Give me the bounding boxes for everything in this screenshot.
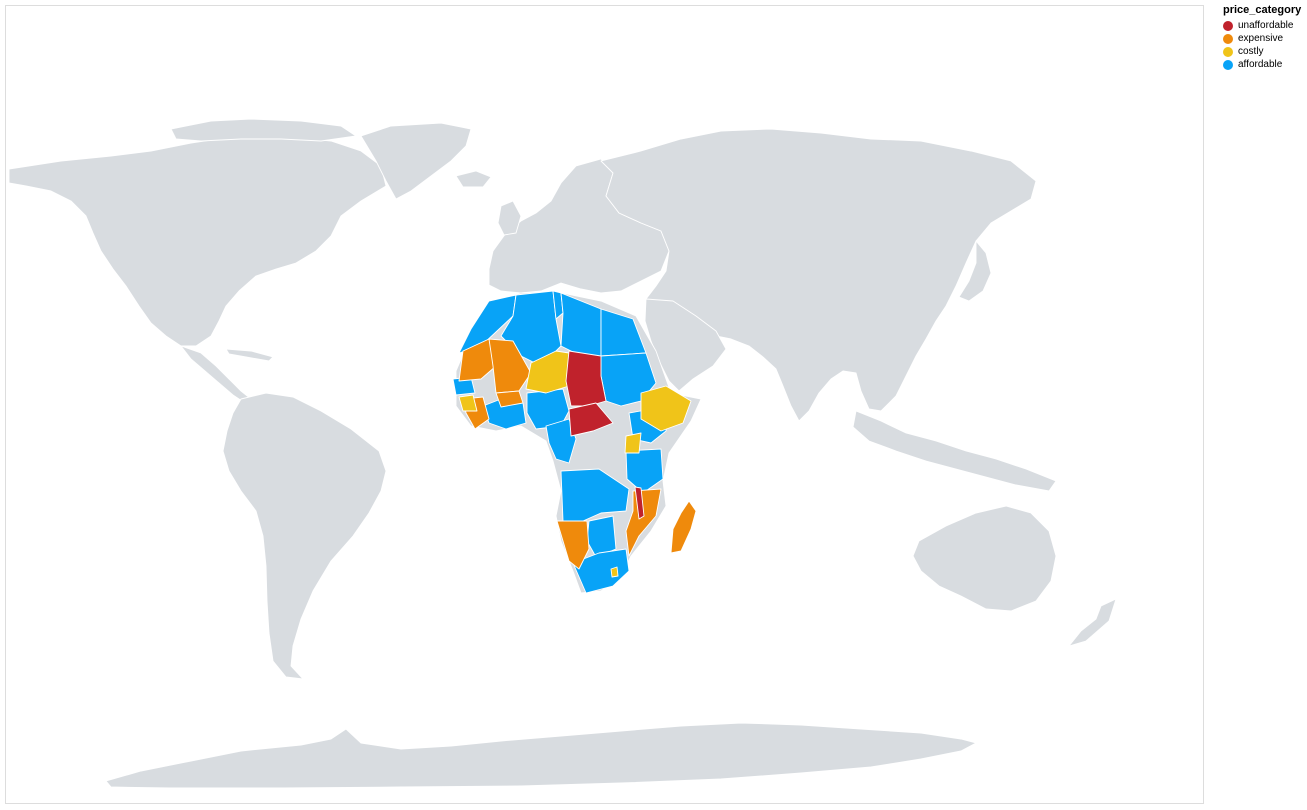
legend-swatch bbox=[1223, 46, 1233, 57]
country-madagascar[interactable] bbox=[670, 500, 697, 554]
country-chad[interactable] bbox=[565, 350, 607, 407]
legend-label: costly bbox=[1238, 46, 1264, 57]
caribbean bbox=[225, 348, 274, 362]
legend-swatch bbox=[1223, 59, 1233, 70]
arctic-islands bbox=[170, 118, 357, 142]
legend-label: expensive bbox=[1238, 33, 1284, 44]
legend-label: affordable bbox=[1238, 59, 1283, 70]
country-tanzania[interactable] bbox=[625, 448, 664, 494]
southeast-asia-islands bbox=[852, 410, 1057, 492]
legend: price_category unaffordable expensive cost… bbox=[1223, 4, 1301, 71]
asia bbox=[600, 128, 1037, 422]
country-guinea-bissau-togo[interactable] bbox=[458, 394, 478, 412]
greenland bbox=[360, 122, 472, 200]
legend-title: price_category bbox=[1223, 4, 1302, 16]
country-mauritania[interactable] bbox=[458, 338, 497, 382]
british-isles bbox=[497, 200, 522, 236]
legend-item-expensive[interactable]: expensive bbox=[1223, 32, 1301, 45]
legend-item-unaffordable[interactable]: unaffordable bbox=[1223, 19, 1301, 32]
country-eswatini[interactable] bbox=[610, 566, 619, 578]
iceland bbox=[455, 170, 492, 188]
country-burkina-faso[interactable] bbox=[495, 390, 524, 408]
legend-items: unaffordable expensive costly affordable bbox=[1223, 19, 1301, 71]
country-cameroon-gabon-congo[interactable] bbox=[545, 418, 577, 464]
country-malawi[interactable] bbox=[634, 486, 645, 520]
country-burundi[interactable] bbox=[624, 432, 642, 454]
country-ethiopia[interactable] bbox=[640, 385, 692, 432]
world-map[interactable] bbox=[6, 6, 1203, 803]
legend-label: unaffordable bbox=[1238, 20, 1294, 31]
legend-swatch bbox=[1223, 33, 1233, 44]
legend-item-costly[interactable]: costly bbox=[1223, 45, 1301, 58]
new-zealand bbox=[1068, 598, 1117, 647]
legend-item-affordable[interactable]: affordable bbox=[1223, 58, 1301, 71]
australia bbox=[912, 505, 1057, 612]
north-america bbox=[8, 135, 387, 347]
country-namibia[interactable] bbox=[556, 520, 590, 570]
antarctica bbox=[105, 722, 977, 789]
africa-countries bbox=[452, 290, 697, 594]
legend-swatch bbox=[1223, 20, 1233, 31]
arabian-peninsula bbox=[644, 298, 727, 392]
japan bbox=[958, 240, 992, 302]
country-central-african-republic[interactable] bbox=[568, 402, 614, 437]
country-south-africa[interactable] bbox=[572, 548, 630, 594]
south-america bbox=[222, 392, 387, 680]
map-frame[interactable] bbox=[5, 5, 1204, 804]
country-mozambique[interactable] bbox=[625, 488, 662, 557]
